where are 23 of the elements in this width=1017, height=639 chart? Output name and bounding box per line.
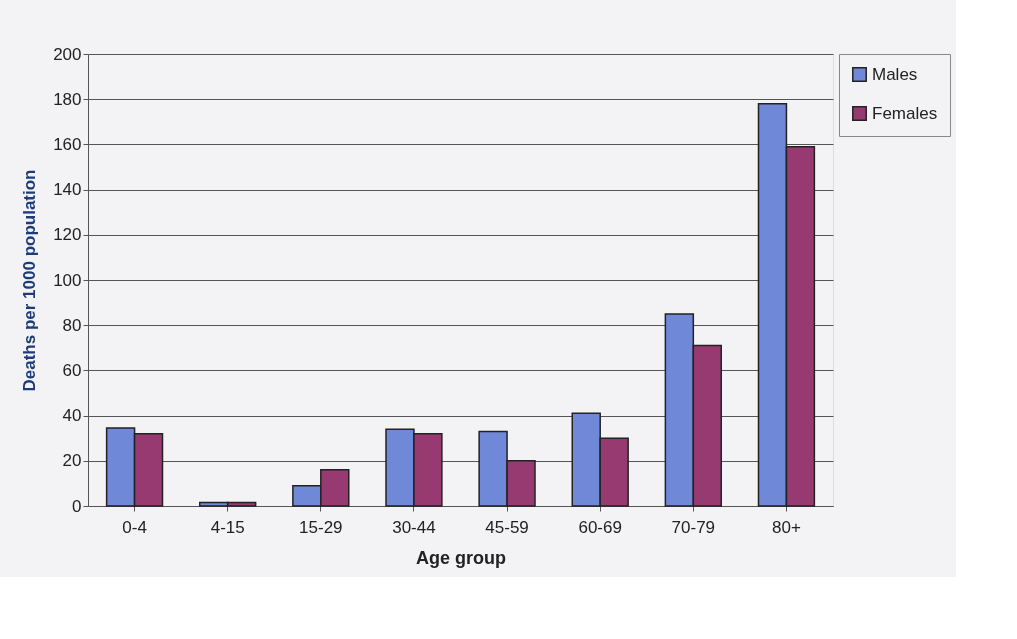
legend-label: Males	[872, 64, 918, 84]
x-tick-label: 80+	[772, 517, 801, 537]
x-tick-label: 45-59	[485, 517, 529, 537]
y-tick-label: 60	[62, 360, 82, 380]
y-tick-label: 160	[53, 134, 82, 154]
y-tick-label: 120	[53, 225, 82, 245]
y-tick-label: 20	[62, 451, 82, 471]
x-tick-label: 70-79	[671, 517, 716, 537]
y-tick-label: 100	[53, 270, 82, 290]
x-tick-label: 4-15	[210, 517, 245, 537]
x-tick-label: 30-44	[392, 517, 436, 537]
y-tick-label: 40	[62, 406, 82, 426]
y-tick-label: 0	[72, 496, 82, 516]
y-tick-label: 200	[53, 44, 82, 64]
y-tick-label: 140	[53, 180, 82, 200]
legend-label: Females	[872, 103, 938, 123]
y-tick-label: 180	[53, 89, 82, 109]
y-tick-label: 80	[62, 315, 82, 335]
x-tick-label: 15-29	[299, 517, 343, 537]
x-axis-title: Age group	[416, 547, 506, 568]
x-tick-label: 60-69	[578, 517, 622, 537]
y-axis-title: Deaths per 1000 population	[20, 169, 40, 392]
x-tick-label: 0-4	[122, 517, 147, 537]
